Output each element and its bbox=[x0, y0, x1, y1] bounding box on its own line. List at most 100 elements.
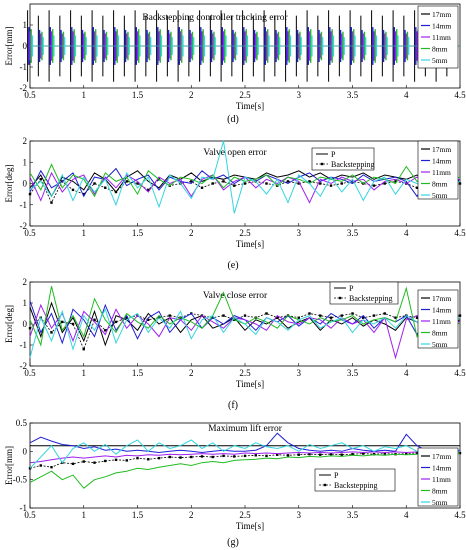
series-marker bbox=[319, 182, 322, 185]
x-tick-label: 1.5 bbox=[132, 90, 144, 100]
legend-label-5mm: 5mm bbox=[432, 56, 448, 65]
y-tick-label: 0 bbox=[23, 446, 28, 456]
y-axis-label: Error[mm] bbox=[4, 27, 14, 66]
series-marker bbox=[190, 180, 193, 183]
series-marker bbox=[340, 453, 343, 456]
series-line bbox=[29, 452, 461, 489]
series-marker bbox=[265, 454, 268, 458]
series-marker bbox=[28, 467, 32, 470]
x-tick-label: 1 bbox=[82, 228, 87, 238]
x-axis-label: Time[s] bbox=[236, 379, 264, 389]
series-marker bbox=[125, 459, 128, 462]
x-tick-label: 4.5 bbox=[454, 228, 466, 238]
series-marker bbox=[200, 186, 204, 189]
x-tick-label: 4 bbox=[404, 368, 409, 378]
y-tick-label: -1 bbox=[20, 503, 28, 513]
x-tick-label: 3 bbox=[297, 510, 302, 520]
series-marker bbox=[297, 182, 300, 185]
legend-label-p: P bbox=[331, 150, 336, 159]
x-tick-label: 0.5 bbox=[24, 368, 36, 378]
series-marker bbox=[222, 314, 225, 317]
series-marker bbox=[125, 180, 128, 183]
method-legend-box bbox=[314, 468, 396, 492]
series-marker bbox=[39, 464, 42, 467]
x-tick-label: 4.5 bbox=[454, 368, 466, 378]
series-marker bbox=[297, 316, 300, 319]
y-tick-label: 2 bbox=[23, 277, 28, 287]
y-tick-label: -2 bbox=[20, 361, 28, 371]
x-axis-label: Time[s] bbox=[236, 101, 264, 111]
series-marker bbox=[114, 320, 118, 324]
x-tick-label: 1 bbox=[82, 368, 87, 378]
legend-label-p: P bbox=[349, 284, 354, 293]
x-tick-label: 2 bbox=[189, 368, 194, 378]
legend-label-17mm: 17mm bbox=[432, 452, 451, 461]
x-tick-label: 3 bbox=[297, 90, 302, 100]
y-axis-label: Error[mm] bbox=[4, 446, 14, 485]
series-marker bbox=[383, 312, 386, 315]
x-tick-label: 0.5 bbox=[24, 228, 36, 238]
x-tick-label: 4 bbox=[404, 510, 409, 520]
y-tick-label: 1 bbox=[23, 157, 28, 167]
y-tick-label: -0.5 bbox=[13, 475, 28, 485]
y-tick-label: 1 bbox=[23, 20, 28, 30]
x-tick-label: 4.5 bbox=[454, 510, 466, 520]
y-axis-label: Error[deg] bbox=[4, 305, 14, 343]
size-legend-box bbox=[417, 447, 459, 507]
series-marker bbox=[147, 318, 150, 321]
series-marker bbox=[265, 312, 268, 315]
legend-label-backstepping: Backstepping bbox=[349, 294, 393, 303]
series-marker bbox=[297, 453, 300, 456]
series-line bbox=[29, 450, 460, 464]
x-tick-label: 2 bbox=[189, 228, 194, 238]
series-marker bbox=[71, 188, 75, 192]
y-tick-label: -1 bbox=[20, 62, 28, 72]
series-line bbox=[29, 303, 461, 360]
series-line bbox=[29, 163, 461, 198]
series-marker bbox=[362, 452, 365, 455]
series-marker bbox=[286, 454, 290, 457]
series-marker bbox=[351, 312, 354, 315]
series-marker bbox=[383, 452, 386, 455]
y-tick-label: 0 bbox=[23, 41, 28, 51]
series-marker bbox=[233, 184, 236, 187]
series-line bbox=[29, 307, 461, 358]
series-marker bbox=[340, 314, 343, 317]
series-marker bbox=[286, 180, 290, 183]
series-marker bbox=[329, 316, 333, 319]
legend-label-8mm: 8mm bbox=[432, 180, 448, 189]
legend-label-8mm: 8mm bbox=[432, 45, 448, 54]
series-marker bbox=[372, 314, 376, 317]
size-legend-box bbox=[417, 289, 459, 349]
series-marker bbox=[190, 455, 193, 459]
series-marker bbox=[243, 454, 247, 458]
series-marker bbox=[415, 186, 419, 189]
legend-label-11mm: 11mm bbox=[432, 168, 451, 177]
series-marker bbox=[415, 451, 419, 455]
series-marker bbox=[147, 458, 150, 461]
chart-title: Maximum lift error bbox=[208, 423, 283, 434]
legend-label-17mm: 17mm bbox=[432, 294, 451, 303]
y-tick-label: -2 bbox=[20, 221, 28, 231]
legend-label-5mm: 5mm bbox=[432, 191, 448, 200]
series-marker bbox=[372, 452, 376, 456]
legend-label-14mm: 14mm bbox=[432, 306, 451, 315]
panel-label: (e) bbox=[227, 260, 238, 271]
series-line bbox=[29, 432, 461, 454]
legend-label-11mm: 11mm bbox=[432, 33, 451, 42]
y-tick-label: 1 bbox=[23, 298, 28, 308]
series-marker bbox=[93, 182, 96, 185]
series-marker bbox=[211, 455, 214, 459]
series-line bbox=[29, 301, 461, 347]
y-tick-label: 0 bbox=[23, 179, 28, 189]
x-tick-label: 1 bbox=[82, 510, 87, 520]
chart-title: Valve close error bbox=[203, 291, 268, 301]
x-tick-label: 2.5 bbox=[239, 90, 251, 100]
x-axis-label: Time[s] bbox=[236, 239, 264, 249]
x-tick-label: 0.5 bbox=[24, 90, 36, 100]
series-marker bbox=[104, 459, 107, 463]
series-marker bbox=[458, 314, 462, 317]
legend-label-backstepping: Backstepping bbox=[334, 481, 378, 490]
series-marker bbox=[222, 180, 225, 183]
